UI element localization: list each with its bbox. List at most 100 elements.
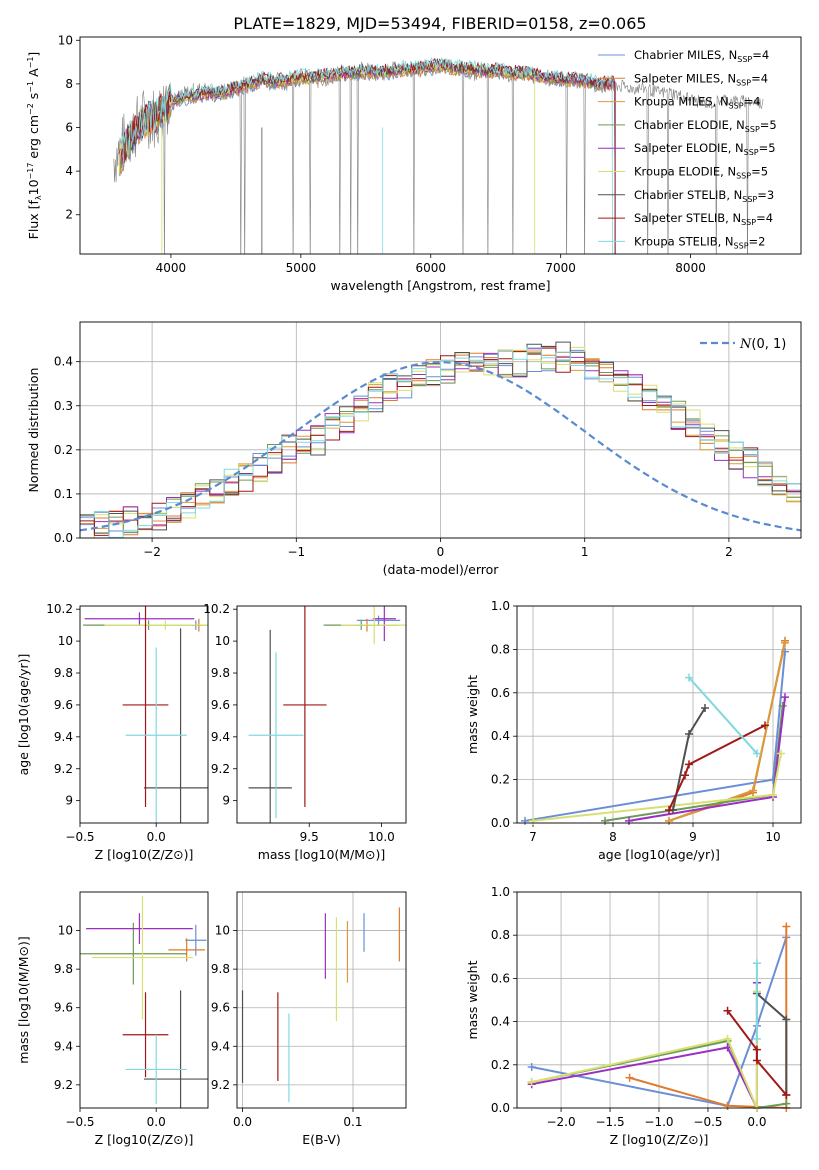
y-tick-label: 10 bbox=[58, 33, 73, 47]
x-tick-label: 8 bbox=[609, 830, 617, 844]
weight-marker-ChST bbox=[701, 703, 709, 712]
weight-marker-ChEL bbox=[782, 1099, 791, 1108]
y-tick-label: 2 bbox=[65, 208, 73, 222]
histogram-SaEL bbox=[80, 346, 801, 538]
y-tick-label: 9.2 bbox=[54, 1078, 73, 1092]
y-tick-label: 9.8 bbox=[211, 962, 230, 976]
weight-marker-ChST bbox=[685, 730, 693, 739]
y-tick-label: 10.2 bbox=[46, 602, 73, 616]
y-axis-label-part: 10 bbox=[26, 179, 41, 195]
x-tick-label: 0.0 bbox=[147, 1115, 166, 1129]
legend-label: N(0, 1) bbox=[739, 337, 786, 352]
legend-suffix: =3 bbox=[757, 188, 774, 202]
y-tick-label: 9 bbox=[65, 794, 73, 808]
y-tick-label: 10 bbox=[58, 924, 73, 938]
y-tick-label: 0.1 bbox=[54, 487, 73, 501]
legend-text: Chabrier MILES, N bbox=[634, 48, 737, 62]
y-axis-label-part: λ bbox=[34, 195, 43, 200]
y-tick-label: 0.6 bbox=[491, 686, 510, 700]
legend-text: Chabrier STELIB, N bbox=[634, 188, 742, 202]
axes-frame bbox=[236, 891, 407, 1109]
y-axis-label-part: −2 bbox=[26, 103, 35, 115]
legend-sub: SSP bbox=[745, 125, 760, 134]
weight-marker-KrEL bbox=[723, 1034, 732, 1043]
legend-symbol: N bbox=[739, 337, 752, 352]
legend-suffix: =4 bbox=[752, 48, 769, 62]
legend-sub: SSP bbox=[734, 241, 749, 250]
axes-frame bbox=[79, 891, 209, 1109]
y-tick-label: 1.0 bbox=[491, 599, 510, 613]
x-tick-label: 7 bbox=[529, 830, 537, 844]
x-axis-label: Z [log10(Z/Z⊙)] bbox=[610, 1132, 709, 1147]
weight-line-KrEL bbox=[532, 753, 782, 822]
axes-frame bbox=[79, 36, 802, 255]
weight-marker-SaST bbox=[723, 1006, 732, 1015]
weight-marker-KrEL bbox=[529, 816, 537, 825]
x-tick-label: 8000 bbox=[675, 261, 706, 275]
y-tick-label: 9.8 bbox=[54, 666, 73, 680]
legend-sub: SSP bbox=[729, 102, 744, 111]
weight-line-KrST bbox=[688, 676, 758, 755]
legend-suffix: =5 bbox=[759, 141, 776, 155]
y-tick-label: 9.8 bbox=[54, 962, 73, 976]
y-tick-label: 10 bbox=[215, 924, 230, 938]
weight-marker-KrMI bbox=[781, 638, 789, 647]
legend-label: Salpeter ELODIE, NSSP=5 bbox=[634, 141, 776, 157]
legend-text: Kroupa STELIB, N bbox=[634, 234, 734, 248]
y-tick-label: 9.6 bbox=[211, 698, 230, 712]
y-tick-label: 0.8 bbox=[491, 928, 510, 942]
legend-suffix: =4 bbox=[744, 95, 761, 109]
legend-sub: SSP bbox=[736, 172, 751, 181]
model-spectrum-ChST bbox=[121, 58, 616, 254]
weight-marker-SaST bbox=[685, 760, 693, 769]
weight-marker-ChEL bbox=[778, 701, 787, 710]
legend-text: Chabrier ELODIE, N bbox=[634, 118, 745, 132]
legend-text: Salpeter MILES, N bbox=[634, 71, 736, 85]
legend-sub: SSP bbox=[737, 55, 752, 64]
weight-marker-KrEL bbox=[527, 1078, 536, 1087]
weight-marker-ChMI bbox=[527, 1062, 536, 1071]
gaussian-reference-line bbox=[80, 360, 801, 532]
legend-label: Salpeter STELIB, NSSP=4 bbox=[634, 211, 773, 227]
axes-frame bbox=[516, 605, 802, 824]
legend-suffix: =2 bbox=[749, 234, 766, 248]
x-tick-label: 10 bbox=[765, 830, 780, 844]
y-axis-label: age [log10(age/yr)] bbox=[16, 654, 31, 776]
x-tick-label: 0.0 bbox=[233, 1115, 252, 1129]
weight-line-KrEL bbox=[531, 991, 758, 1108]
legend-suffix: =4 bbox=[756, 211, 773, 225]
x-tick-label: −2 bbox=[143, 545, 161, 559]
y-tick-label: 0.0 bbox=[54, 531, 73, 545]
weight-marker-SaEL bbox=[625, 816, 633, 825]
y-tick-label: 9.2 bbox=[54, 762, 73, 776]
legend-label: Kroupa ELODIE, NSSP=5 bbox=[634, 165, 768, 181]
weight-marker-KrST bbox=[752, 959, 761, 968]
legend-label: Kroupa MILES, NSSP=4 bbox=[634, 95, 760, 111]
weight-marker-KrST bbox=[685, 673, 693, 682]
histogram-SaMI bbox=[80, 350, 801, 538]
legend-text: Salpeter STELIB, N bbox=[634, 211, 741, 225]
x-tick-label: −0.5 bbox=[65, 830, 94, 844]
x-axis-label: age [log10(age/yr)] bbox=[598, 847, 720, 862]
x-tick-label: −0.5 bbox=[65, 1115, 94, 1129]
x-tick-label: 0.0 bbox=[147, 830, 166, 844]
y-tick-label: 0.3 bbox=[54, 399, 73, 413]
weight-marker-SaST bbox=[681, 771, 689, 780]
y-tick-label: 0.6 bbox=[491, 971, 510, 985]
weight-marker-SaMI bbox=[782, 922, 791, 931]
x-tick-label: 7000 bbox=[545, 261, 576, 275]
y-tick-label: 9.8 bbox=[211, 666, 230, 680]
y-tick-label: 9.2 bbox=[211, 1078, 230, 1092]
legend-text: Kroupa MILES, N bbox=[634, 95, 729, 109]
legend-suffix: =4 bbox=[751, 71, 768, 85]
weight-marker-ChMI bbox=[521, 816, 529, 825]
y-tick-label: 4 bbox=[65, 164, 73, 178]
weight-marker-KrST bbox=[752, 1034, 761, 1043]
x-tick-label: 6000 bbox=[415, 261, 446, 275]
y-axis-label-part: Flux [f bbox=[26, 199, 41, 239]
x-axis-label: E(B-V) bbox=[302, 1132, 341, 1147]
weight-marker-SaST bbox=[752, 1045, 761, 1054]
y-tick-label: 0.4 bbox=[491, 1015, 510, 1029]
